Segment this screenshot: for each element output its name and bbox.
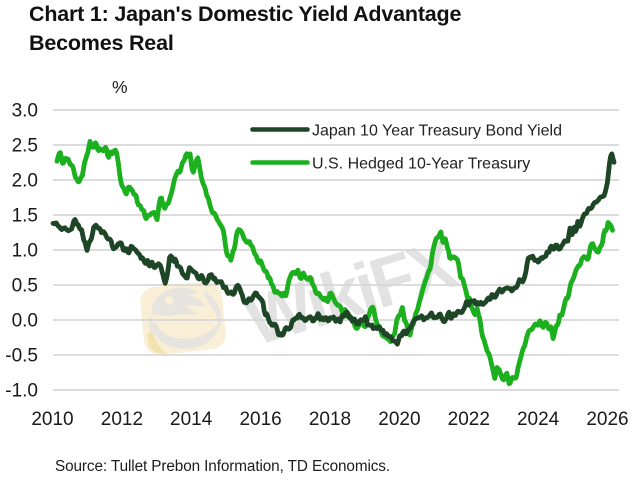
svg-text:-0.5: -0.5 xyxy=(5,346,38,367)
svg-text:0.0: 0.0 xyxy=(12,311,38,332)
svg-text:2.0: 2.0 xyxy=(12,171,38,192)
svg-text:-1.0: -1.0 xyxy=(5,381,38,402)
svg-text:2016: 2016 xyxy=(239,409,281,430)
svg-text:3.0: 3.0 xyxy=(12,101,38,122)
svg-text:Japan 10 Year Treasury Bond Yi: Japan 10 Year Treasury Bond Yield xyxy=(312,123,562,140)
svg-text:2010: 2010 xyxy=(31,409,73,430)
svg-text:2020: 2020 xyxy=(378,409,420,430)
svg-text:2012: 2012 xyxy=(101,409,143,430)
svg-text:2018: 2018 xyxy=(309,409,351,430)
svg-text:WikiFX: WikiFX xyxy=(237,224,466,361)
svg-text:%: % xyxy=(112,77,128,97)
svg-text:2026: 2026 xyxy=(586,409,628,430)
svg-text:2.5: 2.5 xyxy=(12,136,38,157)
svg-text:1.0: 1.0 xyxy=(12,241,38,262)
svg-text:2014: 2014 xyxy=(170,409,213,430)
svg-text:0.5: 0.5 xyxy=(12,276,38,297)
svg-text:1.5: 1.5 xyxy=(12,206,38,227)
svg-text:U.S. Hedged 10-Year Treasury: U.S. Hedged 10-Year Treasury xyxy=(312,156,530,173)
svg-text:2024: 2024 xyxy=(517,409,560,430)
svg-text:2022: 2022 xyxy=(448,409,490,430)
